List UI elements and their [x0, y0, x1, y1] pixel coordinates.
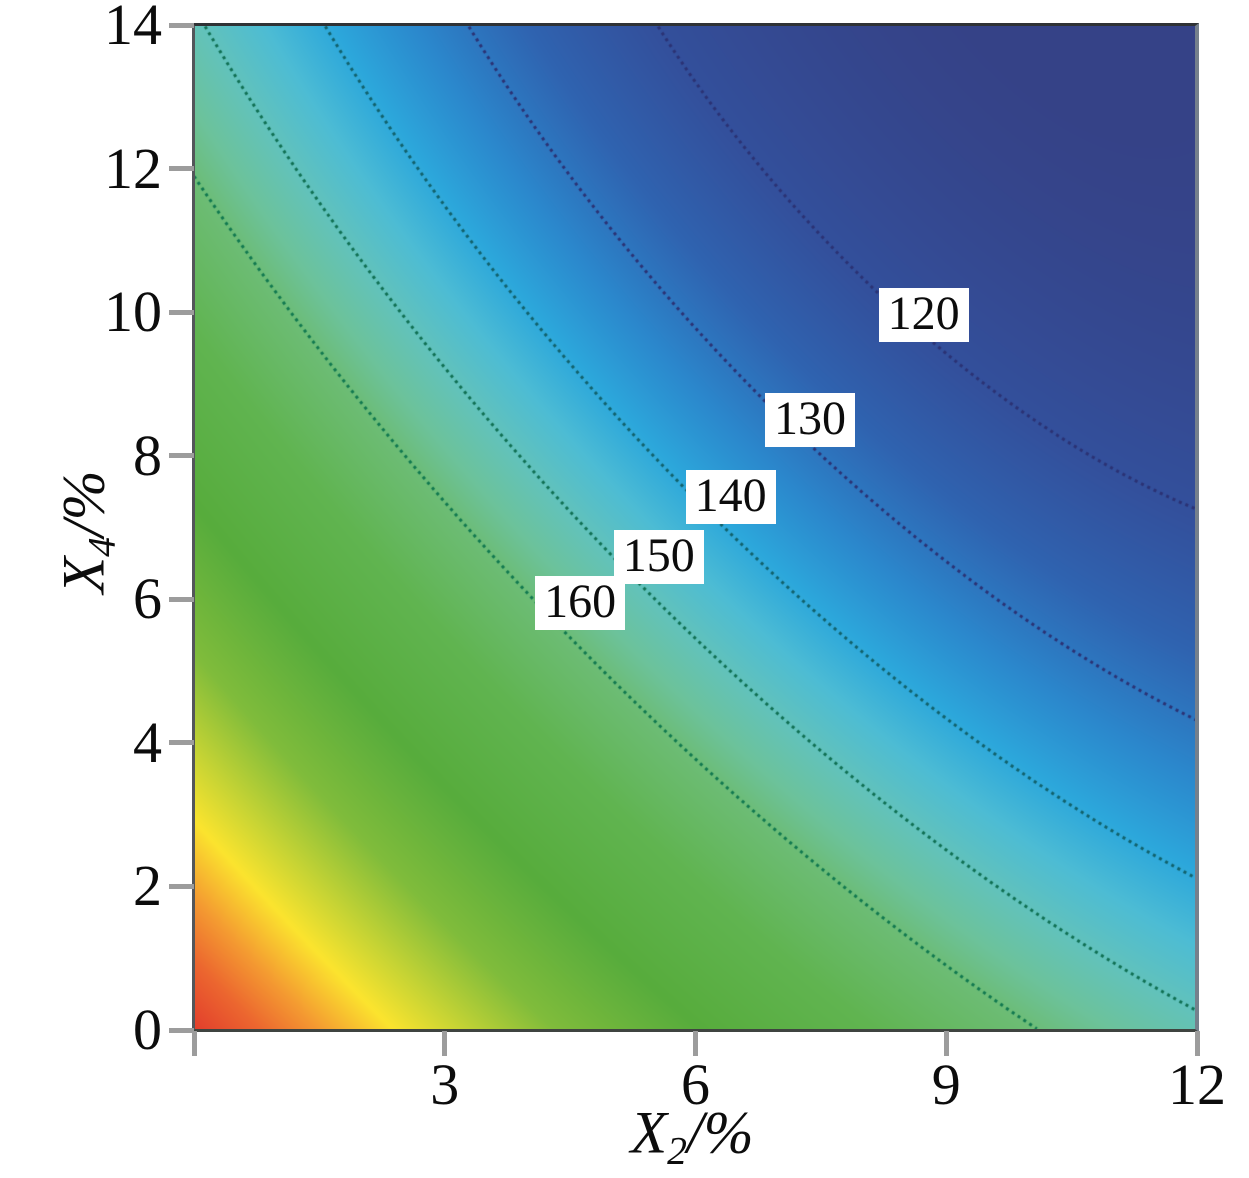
y-tick-label-14: 14: [104, 0, 162, 57]
x-axis-tick-12: [1194, 1031, 1200, 1056]
y-tick-label-10: 10: [104, 279, 162, 345]
y-tick-label-8: 8: [133, 422, 162, 488]
x-tick-label-6: 6: [681, 1052, 710, 1117]
x-tick-label-12: 12: [1168, 1052, 1226, 1117]
y-axis-tick-0: [169, 1027, 194, 1033]
contour-label-160: 160: [535, 575, 626, 630]
y-axis-tick-14: [169, 22, 194, 28]
y-axis-tick-8: [169, 453, 194, 459]
contour-plot-canvas: [194, 25, 1197, 1030]
x-axis-variable: X: [630, 1099, 668, 1166]
contour-label-120: 120: [878, 288, 969, 342]
x-axis-unit: /%: [686, 1099, 754, 1166]
x-tick-label-9: 9: [931, 1052, 961, 1117]
x-axis-title: X2/%: [630, 1099, 754, 1171]
x-axis-tick-9: [943, 1031, 949, 1056]
contour-label-140: 140: [685, 470, 776, 525]
y-axis-unit: /%: [50, 470, 117, 538]
y-axis-title: X4/%: [50, 470, 124, 594]
x-axis-tick-0: [191, 1031, 197, 1056]
y-axis-variable: X: [50, 556, 117, 594]
contour-label-130: 130: [765, 392, 855, 447]
y-axis-tick-12: [169, 166, 194, 172]
y-axis-tick-6: [169, 596, 194, 602]
x-tick-label-3: 3: [430, 1052, 460, 1117]
contour-label-150: 150: [613, 529, 704, 584]
y-tick-label-2: 2: [133, 853, 162, 919]
y-tick-label-0: 0: [133, 997, 162, 1062]
y-axis-tick-2: [169, 883, 194, 889]
x-axis-tick-6: [693, 1031, 698, 1056]
y-axis-subscript: 4: [79, 537, 124, 557]
y-tick-label-12: 12: [104, 135, 162, 201]
y-axis-tick-4: [169, 740, 194, 746]
y-axis-tick-10: [169, 309, 194, 315]
y-tick-label-6: 6: [133, 566, 162, 632]
x-axis-subscript: 2: [667, 1128, 687, 1173]
y-tick-label-4: 4: [133, 709, 162, 775]
x-axis-tick-3: [442, 1031, 448, 1056]
